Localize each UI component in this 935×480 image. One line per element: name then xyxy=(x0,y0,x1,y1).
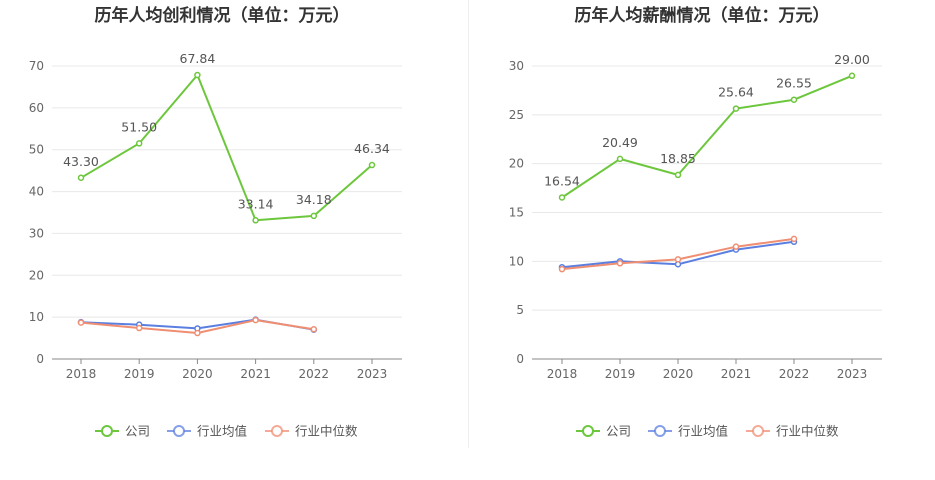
data-label: 33.14 xyxy=(238,196,274,211)
company-point[interactable] xyxy=(848,72,856,80)
data-label: 16.54 xyxy=(544,173,580,188)
industry-median-point[interactable] xyxy=(616,260,624,267)
company-line xyxy=(561,74,853,199)
company-point[interactable] xyxy=(252,217,259,224)
data-label: 46.34 xyxy=(354,141,390,156)
y-tick-label: 5 xyxy=(516,303,524,317)
industry-median-point[interactable] xyxy=(77,319,85,326)
y-tick-label: 10 xyxy=(29,310,44,324)
x-tick-label: 2022 xyxy=(779,367,810,381)
data-label: 43.30 xyxy=(63,154,99,169)
legend-company-marker-icon[interactable] xyxy=(101,425,113,437)
y-tick-label: 0 xyxy=(36,352,44,366)
y-tick-label: 20 xyxy=(29,268,44,282)
legend-company-label[interactable]: 公司 xyxy=(606,424,631,439)
x-tick-label: 2023 xyxy=(837,367,868,381)
data-label: 20.49 xyxy=(602,135,638,150)
data-label: 67.84 xyxy=(180,51,216,66)
y-tick-label: 70 xyxy=(29,59,44,73)
data-label: 25.64 xyxy=(718,85,754,100)
x-tick-label: 2021 xyxy=(721,367,752,381)
legend-industry-mean-marker-icon[interactable] xyxy=(654,425,666,437)
y-tick-label: 20 xyxy=(509,157,524,171)
industry-median-point[interactable] xyxy=(310,326,318,333)
legend-company-marker-icon[interactable] xyxy=(582,425,594,437)
data-label: 18.85 xyxy=(660,151,696,166)
y-tick-label: 10 xyxy=(509,254,524,268)
company-point[interactable] xyxy=(558,194,566,201)
data-label: 26.55 xyxy=(776,76,812,91)
company-point[interactable] xyxy=(310,212,318,220)
legend-industry-median-marker-icon[interactable] xyxy=(271,425,283,437)
data-label: 29.00 xyxy=(834,52,870,67)
x-tick-label: 2023 xyxy=(357,367,388,381)
company-point[interactable] xyxy=(616,155,624,163)
industry-median-point[interactable] xyxy=(135,324,143,332)
legend-industry-median-marker-icon[interactable] xyxy=(752,425,764,437)
y-tick-label: 40 xyxy=(29,185,44,199)
company-point[interactable] xyxy=(194,71,201,79)
x-tick-label: 2018 xyxy=(66,367,97,381)
y-tick-label: 15 xyxy=(509,206,524,220)
y-tick-label: 30 xyxy=(29,226,44,240)
y-tick-label: 25 xyxy=(509,108,524,122)
panel-divider xyxy=(468,0,469,448)
industry-median-point[interactable] xyxy=(558,265,566,273)
legend-industry-mean-label[interactable]: 行业均值 xyxy=(197,424,247,439)
x-tick-label: 2019 xyxy=(605,367,636,381)
company-point[interactable] xyxy=(135,140,143,147)
company-point[interactable] xyxy=(77,174,85,182)
company-point[interactable] xyxy=(368,161,376,169)
x-tick-label: 2020 xyxy=(663,367,694,381)
legend-company-label[interactable]: 公司 xyxy=(125,424,150,439)
industry-median-point[interactable] xyxy=(674,256,682,263)
company-point[interactable] xyxy=(790,96,798,103)
company-line xyxy=(80,74,373,222)
industry-median-point[interactable] xyxy=(252,316,259,324)
y-tick-label: 50 xyxy=(29,143,44,157)
y-tick-label: 60 xyxy=(29,101,44,115)
x-tick-label: 2022 xyxy=(299,367,330,381)
legend-industry-mean-label[interactable]: 行业均值 xyxy=(678,424,728,439)
company-point[interactable] xyxy=(674,171,682,179)
legend-industry-median-label[interactable]: 行业中位数 xyxy=(776,424,839,439)
x-tick-label: 2020 xyxy=(182,367,213,381)
legend-industry-mean-marker-icon[interactable] xyxy=(173,425,185,437)
x-tick-label: 2019 xyxy=(124,367,155,381)
chart-title: 历年人均创利情况（单位：万元） xyxy=(95,5,350,26)
legend-industry-median-label[interactable]: 行业中位数 xyxy=(295,424,358,439)
y-tick-label: 0 xyxy=(516,352,524,366)
industry-median-point[interactable] xyxy=(732,243,740,250)
industry-median-point[interactable] xyxy=(790,235,798,243)
data-label: 34.18 xyxy=(296,192,332,207)
x-tick-label: 2018 xyxy=(547,367,578,381)
x-tick-label: 2021 xyxy=(240,367,271,381)
y-tick-label: 30 xyxy=(509,59,524,73)
industry-median-point[interactable] xyxy=(194,329,201,337)
data-label: 51.50 xyxy=(121,119,157,134)
company-point[interactable] xyxy=(732,105,740,112)
chart-title: 历年人均薪酬情况（单位：万元） xyxy=(575,5,830,26)
